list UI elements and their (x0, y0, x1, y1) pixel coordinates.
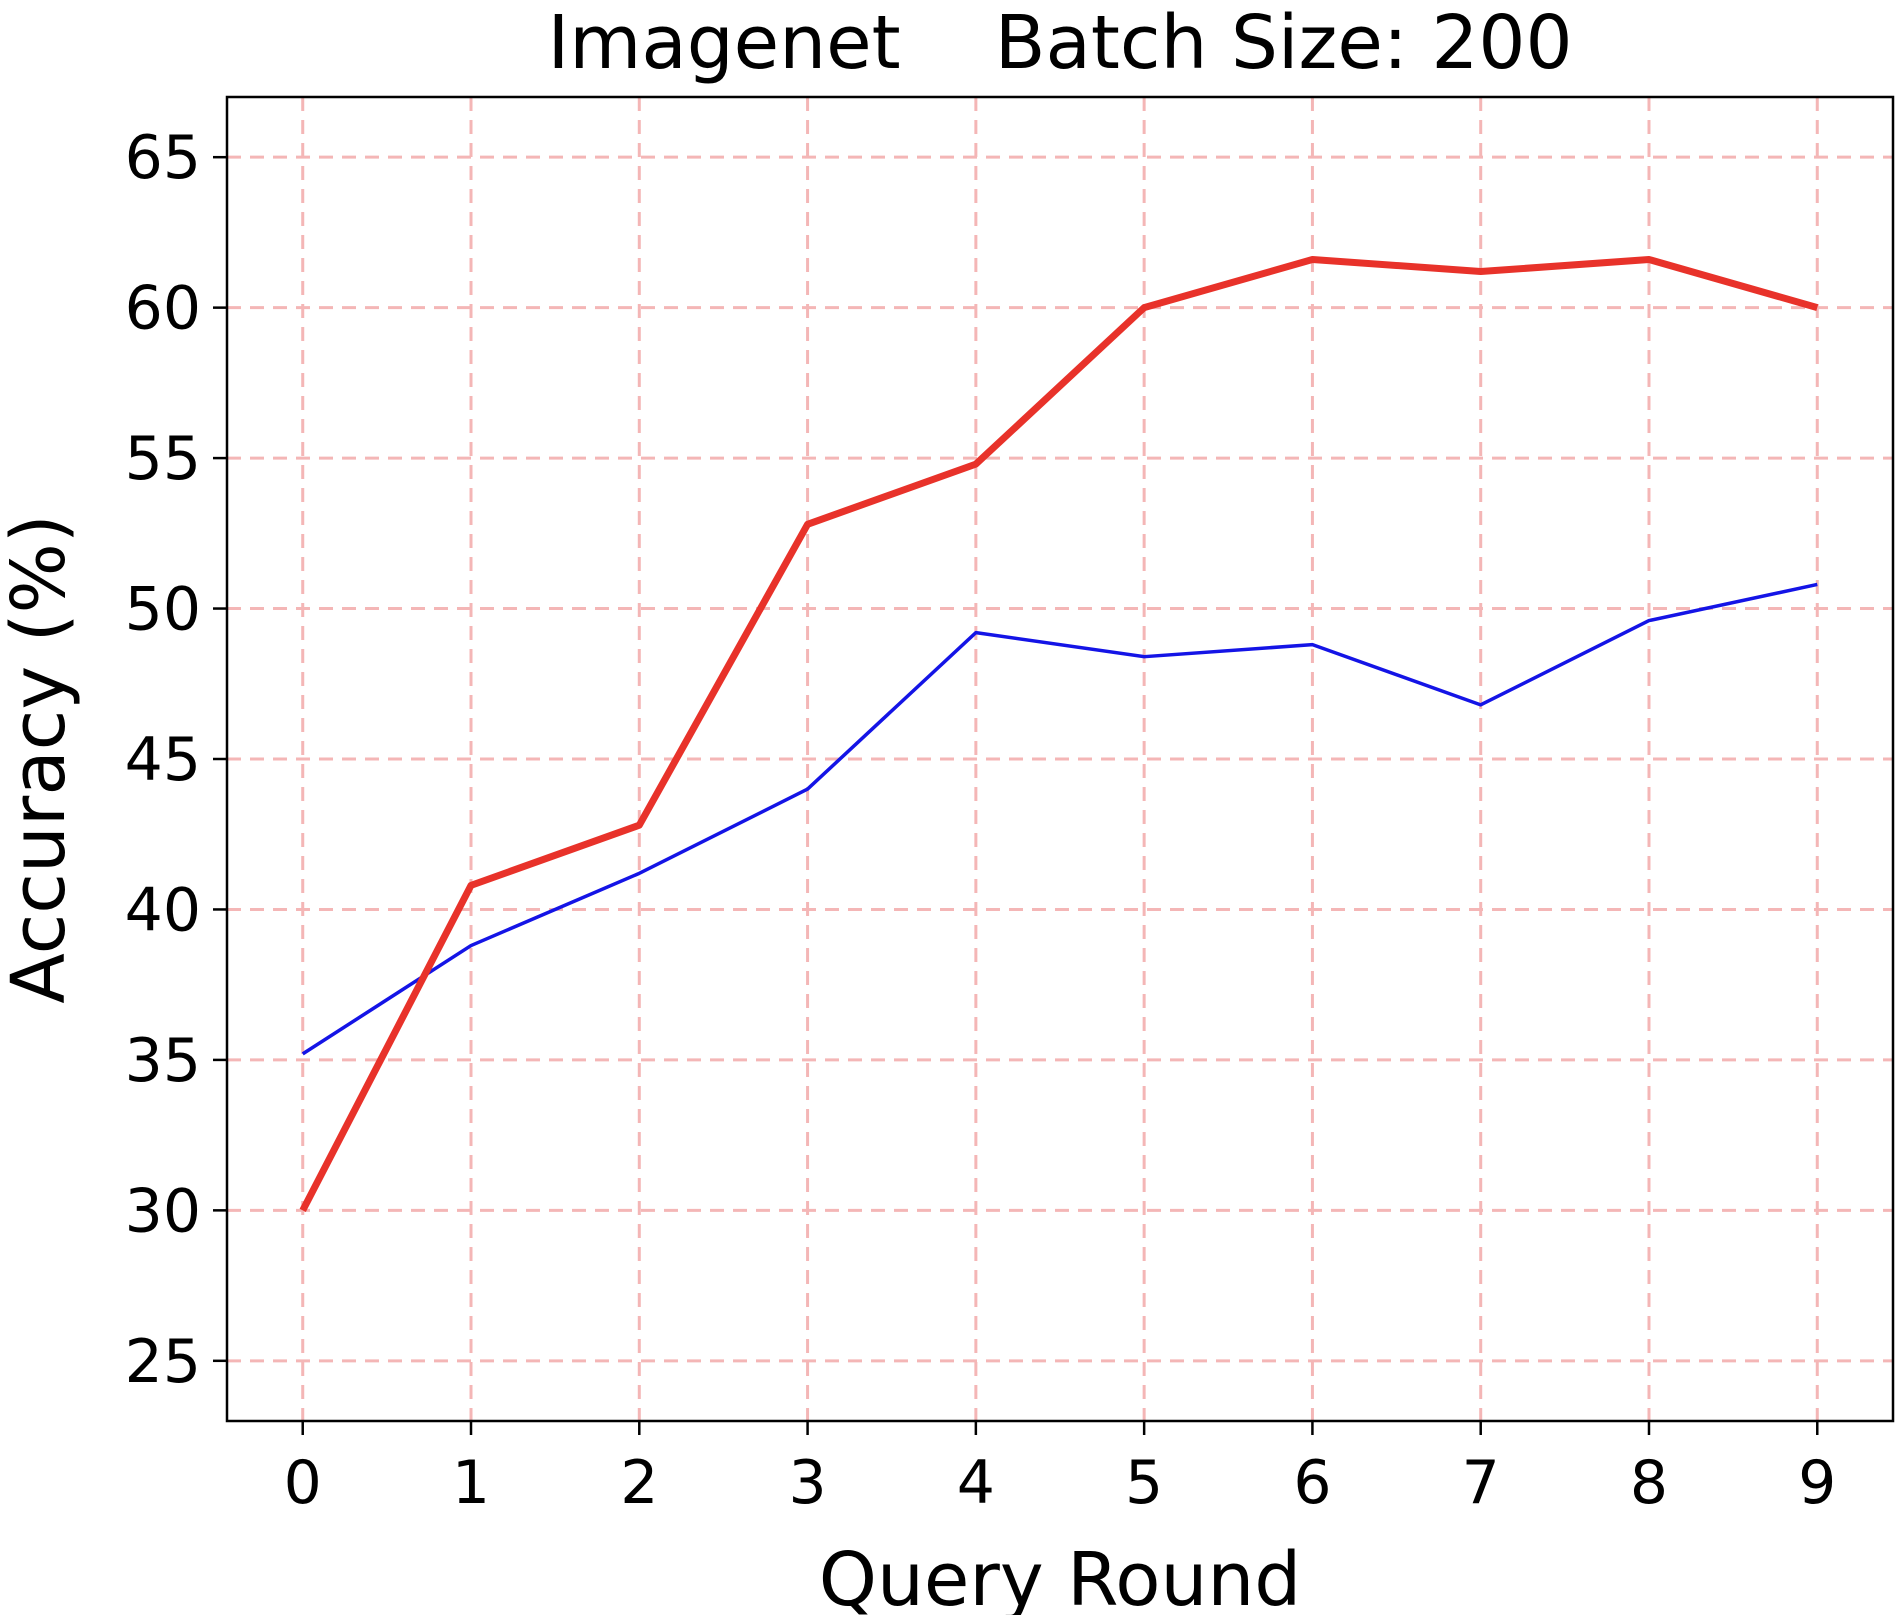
x-tick-label: 9 (1798, 1448, 1836, 1518)
y-axis-title: Accuracy (%) (0, 514, 82, 1003)
y-tick-label: 50 (125, 575, 201, 645)
y-tick-label: 55 (125, 424, 201, 494)
grid-lines (227, 97, 1893, 1421)
x-tick-label: 5 (1125, 1448, 1163, 1518)
x-tick-label: 1 (452, 1448, 490, 1518)
series-lines (299, 255, 1819, 1212)
x-tick-label: 0 (284, 1448, 322, 1518)
x-tick-label: 6 (1293, 1448, 1331, 1518)
x-tick-label: 3 (788, 1448, 826, 1518)
y-tick-label: 60 (125, 274, 201, 344)
y-tick-label: 25 (125, 1327, 201, 1397)
x-tick-label: 8 (1630, 1448, 1668, 1518)
series-line-0 (299, 255, 1819, 1212)
x-tick-label: 4 (957, 1448, 995, 1518)
chart-title: Imagenet Batch Size: 200 (547, 0, 1572, 86)
x-axis-title: Query Round (819, 1537, 1302, 1615)
x-tick-label: 2 (620, 1448, 658, 1518)
y-tick-label: 35 (125, 1026, 201, 1096)
y-axis-ticks: 25 30 35 40 45 50 55 60 65 (125, 123, 227, 1397)
x-tick-label: 7 (1462, 1448, 1500, 1518)
y-tick-label: 40 (125, 875, 201, 945)
x-axis-ticks: 0 1 2 3 4 5 6 7 8 9 (284, 1421, 1836, 1518)
y-tick-label: 30 (125, 1176, 201, 1246)
series-line-1 (301, 582, 1818, 1056)
y-tick-label: 45 (125, 725, 201, 795)
y-tick-label: 65 (125, 123, 201, 193)
